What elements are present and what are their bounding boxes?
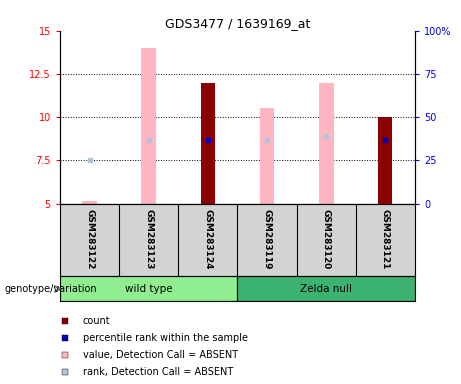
Text: percentile rank within the sample: percentile rank within the sample [83,333,248,343]
Text: genotype/variation: genotype/variation [5,284,97,294]
Bar [378,117,392,204]
Bar [237,276,415,301]
Bar [82,201,97,204]
Text: wild type: wild type [125,284,172,294]
Text: value, Detection Call = ABSENT: value, Detection Call = ABSENT [83,350,238,360]
Bar [60,276,237,301]
Text: GSM283119: GSM283119 [262,209,272,270]
Bar [319,83,334,204]
Text: GSM283123: GSM283123 [144,209,153,270]
Bar [260,109,274,204]
Text: GSM283120: GSM283120 [322,209,331,270]
Title: GDS3477 / 1639169_at: GDS3477 / 1639169_at [165,17,310,30]
Text: GSM283121: GSM283121 [381,209,390,270]
Text: count: count [83,316,111,326]
Bar [141,48,156,204]
Bar [201,83,215,204]
Text: GSM283122: GSM283122 [85,209,94,270]
Text: rank, Detection Call = ABSENT: rank, Detection Call = ABSENT [83,367,233,377]
Text: GSM283124: GSM283124 [203,209,213,270]
Text: Zelda null: Zelda null [300,284,352,294]
